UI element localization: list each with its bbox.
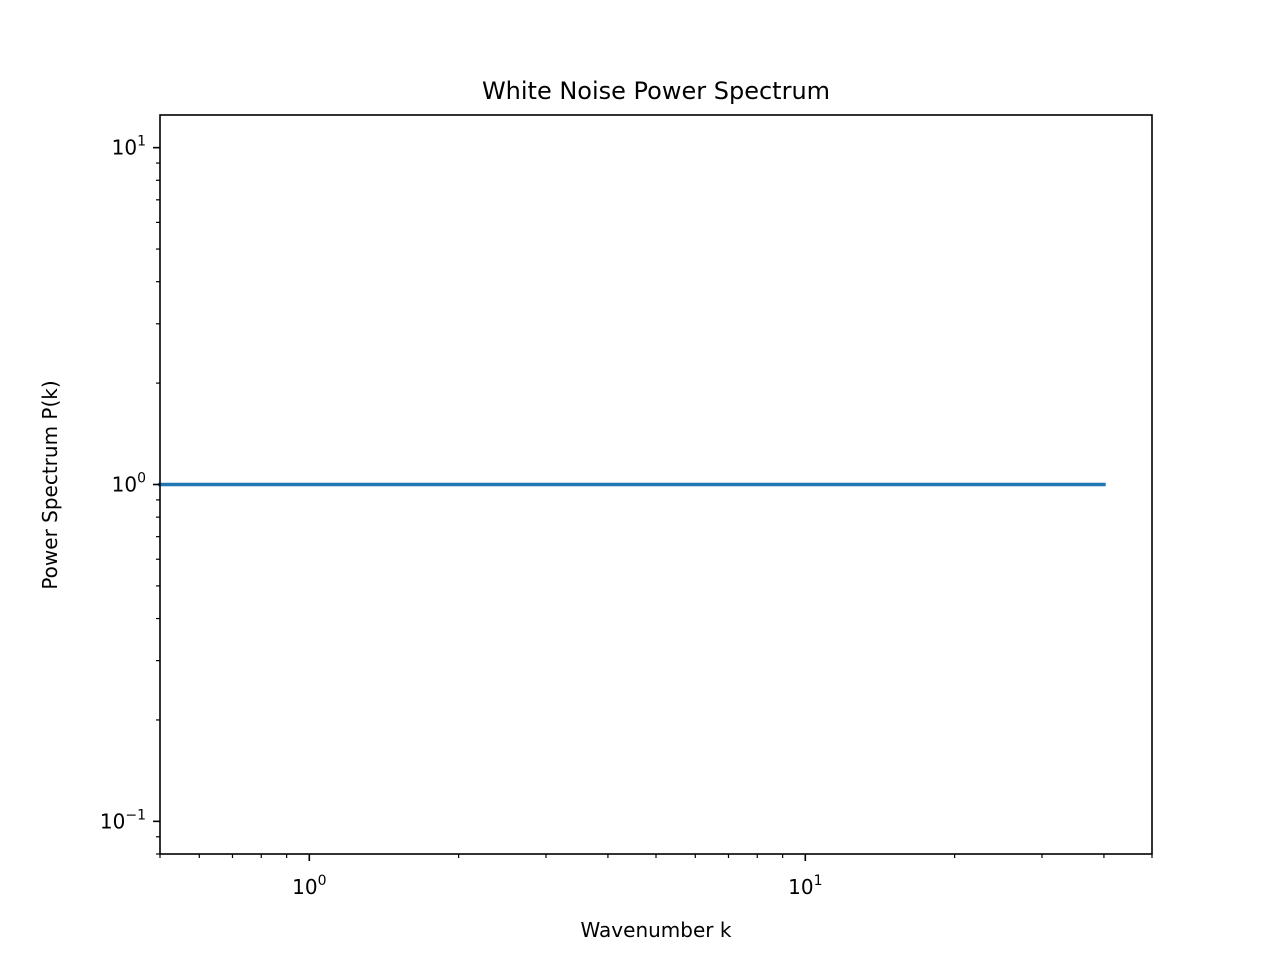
y-tick-label-2: 101 <box>112 134 146 160</box>
y-axis-label: Power Spectrum P(k) <box>38 380 62 589</box>
chart-title: White Noise Power Spectrum <box>482 77 830 105</box>
x-axis-label: Wavenumber k <box>581 918 732 942</box>
plot-frame <box>159 114 1153 855</box>
